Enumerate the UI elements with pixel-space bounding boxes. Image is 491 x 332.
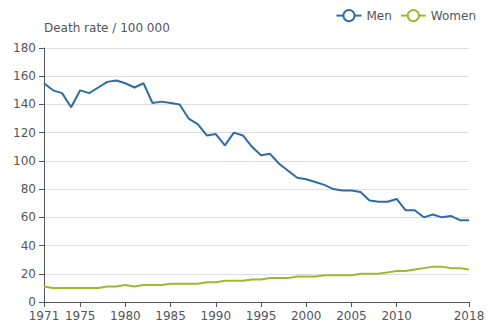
svg-text:40: 40	[21, 239, 36, 253]
svg-text:1971: 1971	[29, 309, 60, 323]
svg-text:Death rate / 100 000: Death rate / 100 000	[44, 21, 170, 35]
svg-text:1980: 1980	[110, 309, 141, 323]
svg-text:Women: Women	[431, 9, 476, 23]
svg-text:80: 80	[21, 182, 36, 196]
svg-text:Men: Men	[366, 9, 391, 23]
svg-text:1975: 1975	[65, 309, 96, 323]
svg-text:100: 100	[13, 154, 36, 168]
svg-text:2005: 2005	[336, 309, 367, 323]
svg-text:160: 160	[13, 69, 36, 83]
svg-text:60: 60	[21, 210, 36, 224]
svg-text:140: 140	[13, 97, 36, 111]
svg-text:20: 20	[21, 267, 36, 281]
svg-text:2010: 2010	[381, 309, 412, 323]
svg-text:2018: 2018	[454, 309, 485, 323]
svg-text:1990: 1990	[201, 309, 232, 323]
svg-text:2000: 2000	[291, 309, 322, 323]
svg-text:1985: 1985	[155, 309, 186, 323]
svg-text:0: 0	[28, 295, 36, 309]
svg-text:180: 180	[13, 41, 36, 55]
svg-text:1995: 1995	[246, 309, 277, 323]
svg-text:120: 120	[13, 126, 36, 140]
